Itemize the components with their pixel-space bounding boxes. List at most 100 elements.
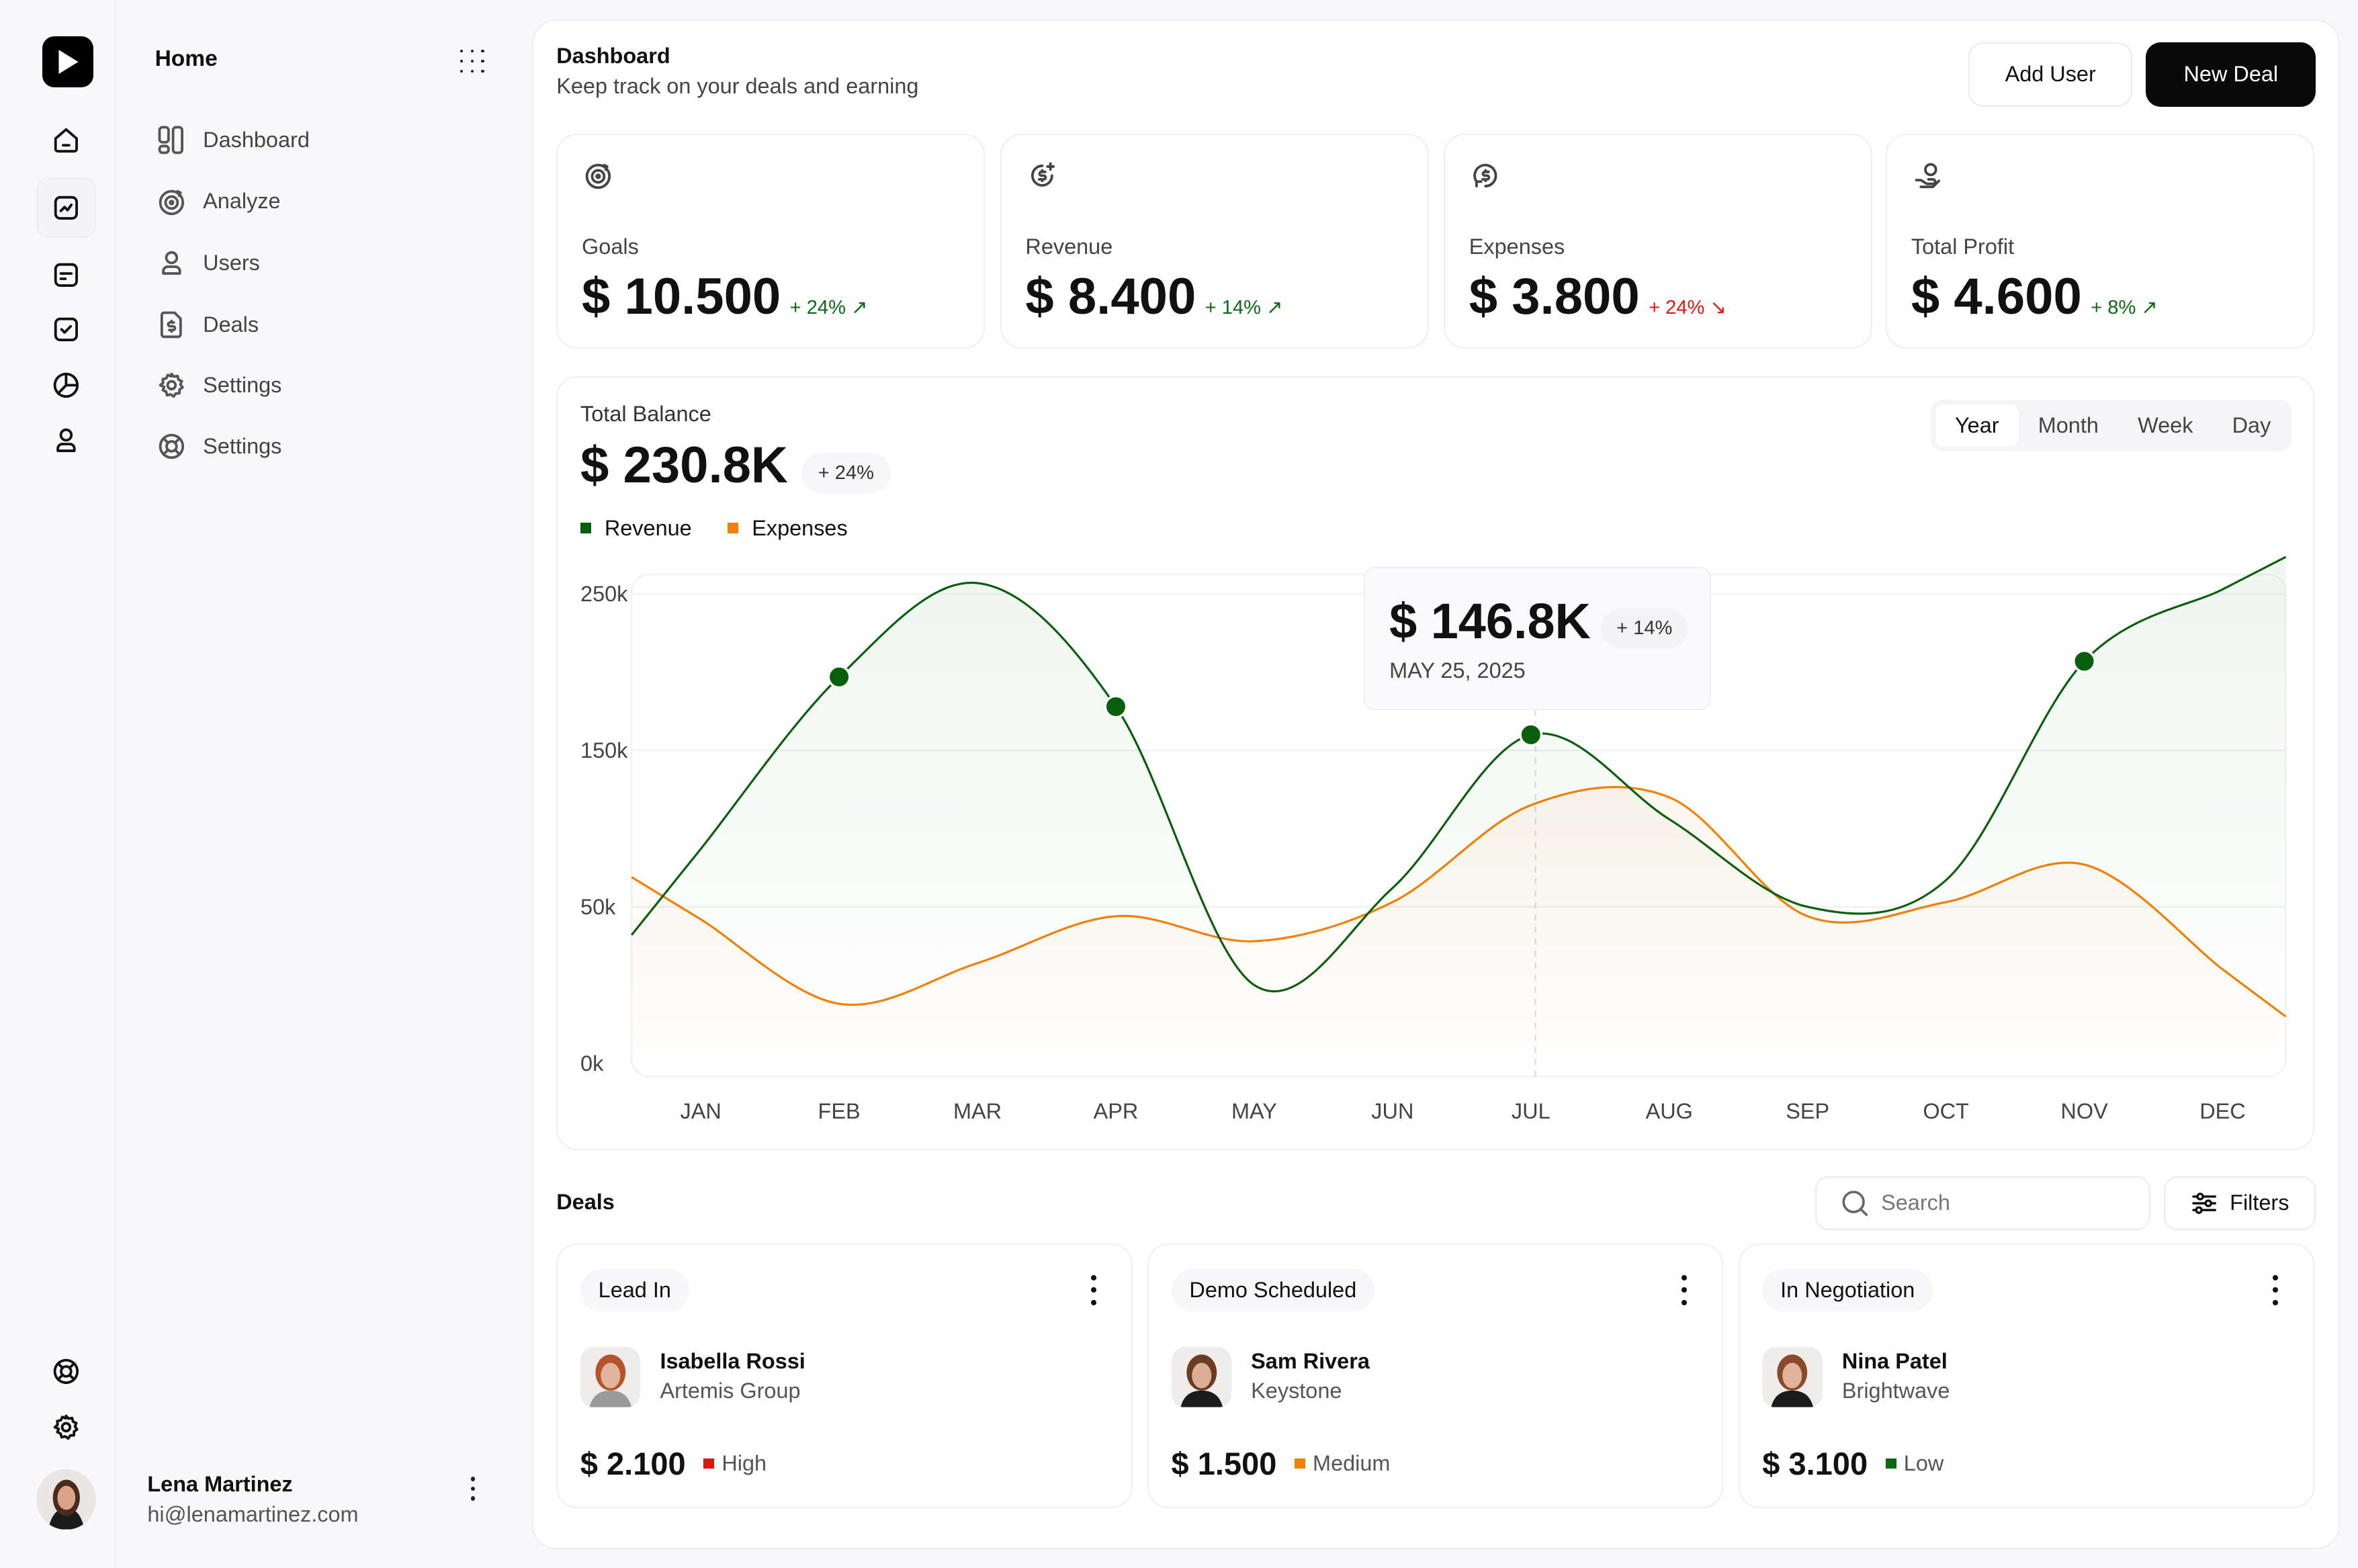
invoice-dollar-icon [160,311,182,339]
deal-stage-badge: Demo Scheduled [1171,1269,1375,1311]
arrow-down-right-icon: ↘ [1710,297,1727,319]
deals-title: Deals [556,1189,615,1214]
dollar-plus-icon [1031,162,1055,187]
tooltip-date: MAY 25, 2025 [1389,658,1526,683]
add-user-button[interactable]: Add User [1968,42,2133,107]
tab-week[interactable]: Week [2138,412,2193,437]
search-placeholder: Search [1881,1190,1950,1215]
contact-photo [1762,1347,1823,1407]
period-tabs: Year Month Week Day [1931,400,2292,451]
chart-tooltip: $ 146.8K + 14% MAY 25, 2025 [1364,566,1712,710]
new-deal-button[interactable]: New Deal [2146,42,2316,107]
sidebar-item-settings[interactable]: Settings [157,367,281,403]
contact-company: Keystone [1251,1379,1342,1403]
rail-reports[interactable] [36,355,97,415]
checkbox-icon [54,317,79,341]
rail-support[interactable] [36,1342,97,1402]
tab-day[interactable]: Day [2232,412,2271,437]
rail-users[interactable] [36,410,97,471]
x-tick-label: APR [1093,1099,1139,1124]
message-icon [54,263,79,288]
contact-name: Nina Patel [1841,1348,1948,1373]
tooltip-value: $ 146.8K [1389,593,1591,649]
sidebar-item-label: Deals [203,312,259,337]
kebab-menu-icon[interactable] [2271,1275,2279,1305]
user-name: Lena Martinez [147,1472,293,1497]
stat-label: Goals [582,234,639,259]
user-email: hi@lenamartinez.com [147,1502,359,1527]
stat-value: $ 8.400 [1025,268,1196,326]
chart-icon [54,195,79,220]
avatar-photo [48,1479,85,1530]
balance-delta-badge: + 24% [801,452,891,494]
sidebar-item-label: Analyze [203,189,281,214]
sidebar-item-label: Users [203,251,260,275]
filters-button[interactable]: Filters [2164,1176,2316,1231]
arrow-up-right-icon: ↗ [1266,297,1283,319]
deal-card[interactable]: Demo Scheduled Sam Rivera Keystone $ 1.5… [1147,1244,1724,1509]
contact-name: Isabella Rossi [660,1348,805,1373]
priority-swatch [1885,1458,1896,1469]
rail-analytics[interactable] [36,177,97,238]
stat-delta: + 24% ↘ [1649,297,1727,319]
legend-revenue[interactable]: Revenue [580,516,692,541]
sidebar-item-support[interactable]: Settings [157,429,281,465]
chart-legend: Revenue Expenses [580,516,848,541]
home-icon [54,128,79,153]
sliders-icon [2192,1192,2216,1214]
rail-tasks[interactable] [36,299,97,359]
sidebar-item-analyze[interactable]: Analyze [157,183,281,220]
balance-value: $ 230.8K [580,437,788,494]
tab-year[interactable]: Year [1935,404,2019,447]
lifebuoy-icon [159,434,184,460]
tab-month[interactable]: Month [2038,412,2099,437]
deal-card[interactable]: In Negotiation Nina Patel Brightwave $ 3… [1738,1244,2315,1509]
deal-priority: Medium [1295,1451,1390,1476]
lifebuoy-icon [53,1358,79,1385]
stat-card-expenses: Expenses $ 3.800 + 24% ↘ [1443,134,1872,349]
deal-amount: $ 3.100 [1762,1445,1868,1481]
sidebar-item-dashboard[interactable]: Dashboard [157,122,310,158]
app-logo[interactable] [42,36,93,87]
sidebar-item-deals[interactable]: Deals [157,307,259,343]
user-avatar[interactable] [36,1469,97,1530]
stat-delta: + 8% ↗ [2091,297,2158,319]
icon-rail [0,0,116,1568]
x-tick-label: AUG [1645,1099,1693,1124]
stat-value: $ 3.800 [1469,268,1640,326]
stat-card-goals: Goals $ 10.500 + 24% ↗ [556,134,986,349]
x-tick-label: DEC [2199,1099,2246,1124]
deal-stage-badge: Lead In [580,1269,689,1311]
search-input[interactable]: Search [1815,1176,2151,1231]
grid-menu-icon[interactable] [460,49,484,74]
kebab-menu-icon[interactable] [1680,1275,1689,1305]
target-icon [159,189,184,215]
search-icon [1842,1190,1868,1216]
legend-swatch [728,523,739,534]
target-icon [585,164,611,189]
rail-home[interactable] [36,110,97,170]
rail-messages[interactable] [36,245,97,306]
kebab-menu-icon[interactable] [1089,1275,1098,1305]
deal-amount: $ 1.500 [1171,1445,1277,1481]
user-icon [161,251,181,275]
play-icon [58,49,79,74]
x-tick-label: NOV [2060,1099,2108,1124]
rail-settings[interactable] [36,1397,97,1458]
deal-card[interactable]: Lead In Isabella Rossi Artemis Group $ 2… [556,1244,1133,1509]
user-menu-kebab-icon[interactable] [470,1477,477,1501]
y-tick-label: 150k [580,738,628,763]
stat-delta: + 24% ↗ [789,297,868,319]
deal-priority: Low [1885,1451,1944,1476]
sidebar-item-users[interactable]: Users [157,245,260,281]
deal-amount: $ 2.100 [580,1445,686,1481]
balance-title: Total Balance [580,401,711,426]
pie-chart-icon [53,372,79,398]
stat-label: Total Profit [1911,234,2015,259]
page-title: Dashboard [556,43,670,68]
legend-expenses[interactable]: Expenses [728,516,848,541]
x-tick-label: OCT [1923,1099,1969,1124]
x-tick-label: MAR [953,1099,1002,1124]
legend-swatch [580,523,591,534]
contact-company: Artemis Group [660,1379,801,1403]
